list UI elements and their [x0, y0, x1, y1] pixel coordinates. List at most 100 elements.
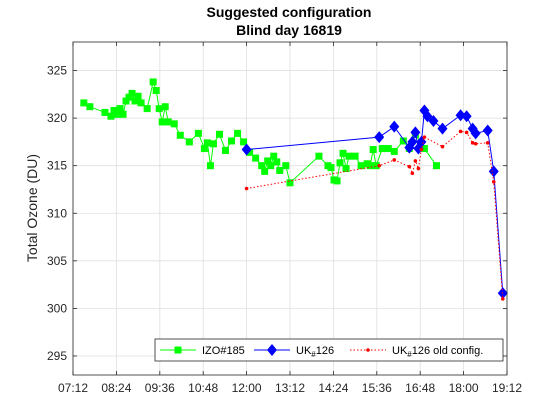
data-point	[86, 103, 94, 111]
data-point	[244, 186, 249, 191]
x-tick-label: 13:12	[275, 381, 305, 395]
y-tick-label: 310	[47, 206, 67, 220]
data-point	[407, 164, 412, 169]
data-point	[200, 145, 208, 153]
data-point	[158, 118, 166, 126]
data-point	[149, 78, 157, 86]
x-tick-label: 15:36	[362, 381, 392, 395]
data-point	[428, 114, 439, 127]
data-point	[345, 152, 353, 160]
data-point	[413, 159, 418, 163]
y-axis-label: Total Ozone (DU)	[24, 154, 40, 262]
x-tick-label: 16:48	[405, 381, 435, 395]
data-point	[134, 92, 142, 100]
data-point	[464, 130, 469, 135]
data-point	[389, 120, 400, 133]
x-tick-label: 14:24	[318, 381, 348, 395]
data-point	[240, 138, 248, 146]
data-point	[432, 162, 440, 170]
legend-item-uk126: UK#126	[254, 344, 334, 359]
data-point	[378, 145, 386, 153]
legend-label-izo185: IZO#185	[202, 345, 245, 357]
data-point	[455, 109, 466, 122]
data-point	[410, 126, 421, 139]
data-point	[491, 180, 496, 184]
data-point	[315, 152, 323, 160]
data-point	[164, 118, 172, 126]
data-point	[420, 145, 428, 153]
data-point	[110, 107, 118, 115]
data-point	[143, 105, 151, 113]
data-point	[470, 127, 481, 140]
data-point	[122, 97, 130, 105]
data-point	[339, 149, 347, 157]
data-point	[407, 135, 418, 148]
data-point	[377, 163, 382, 168]
x-axis: 07:12 08:24 09:36 10:48 12:00 13:12 14:24 15:36…	[58, 42, 522, 395]
legend: IZO#185 UK#126 UK#126 old config.	[154, 338, 504, 362]
x-tick-label: 07:12	[58, 381, 88, 395]
x-tick-label: 10:48	[188, 381, 218, 395]
data-point	[107, 112, 115, 120]
data-point	[327, 164, 335, 172]
x-tick-label: 19:12	[492, 381, 522, 395]
data-point	[261, 167, 269, 175]
data-point	[374, 131, 385, 144]
data-point	[276, 166, 284, 174]
data-point	[176, 131, 184, 139]
data-point	[125, 93, 133, 101]
data-point	[500, 297, 505, 301]
data-point	[270, 152, 278, 160]
data-point	[258, 162, 266, 170]
data-point	[119, 110, 127, 118]
x-tick-label: 08:24	[101, 381, 131, 395]
data-point	[228, 137, 236, 145]
data-point	[488, 165, 499, 178]
data-point	[185, 138, 193, 146]
data-point	[155, 105, 163, 113]
data-point	[351, 152, 359, 160]
chart-subtitle: Blind day 16819	[236, 22, 342, 38]
data-point	[336, 159, 344, 167]
x-tick-label: 18:00	[449, 381, 479, 395]
data-point	[384, 145, 392, 153]
data-point	[390, 147, 398, 155]
data-point	[101, 108, 109, 116]
data-point	[152, 87, 160, 95]
data-point	[437, 122, 448, 135]
y-tick-label: 300	[47, 301, 67, 315]
legend-label-uk126-old: UK#126 old config.	[392, 345, 483, 359]
data-point	[116, 105, 124, 113]
data-point	[458, 129, 463, 134]
data-point	[170, 120, 178, 128]
data-point	[161, 103, 169, 111]
y-tick-label: 315	[47, 159, 67, 173]
data-point	[473, 142, 478, 146]
data-point	[222, 146, 230, 154]
data-point	[440, 144, 445, 149]
chart-title: Suggested configuration	[207, 4, 372, 20]
data-point	[333, 177, 341, 185]
legend-box	[154, 338, 504, 362]
y-tick-label: 305	[47, 254, 67, 268]
data-point	[410, 171, 415, 176]
data-point	[234, 129, 242, 137]
data-point	[416, 166, 421, 171]
data-point	[209, 140, 217, 148]
series-2	[244, 129, 505, 301]
data-point	[282, 162, 290, 170]
data-point	[485, 141, 490, 145]
data-point	[419, 147, 424, 152]
data-point	[372, 162, 380, 170]
data-point	[470, 141, 475, 145]
legend-item-izo185: IZO#185	[160, 345, 245, 357]
data-point	[416, 135, 427, 148]
series-line	[246, 130, 504, 299]
legend-label-uk126: UK#126	[296, 345, 334, 359]
data-point	[264, 157, 272, 165]
data-point	[267, 162, 275, 170]
data-point	[273, 158, 281, 166]
data-point	[203, 139, 211, 147]
y-tick-label: 320	[47, 111, 67, 125]
